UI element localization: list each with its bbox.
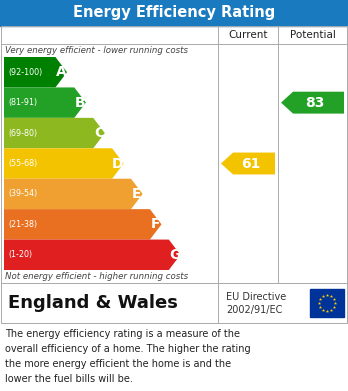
Text: E: E [132, 187, 142, 201]
Text: D: D [112, 156, 124, 170]
Text: (92-100): (92-100) [8, 68, 42, 77]
Text: Not energy efficient - higher running costs: Not energy efficient - higher running co… [5, 272, 188, 281]
Text: (55-68): (55-68) [8, 159, 37, 168]
Text: lower the fuel bills will be.: lower the fuel bills will be. [5, 374, 133, 384]
Polygon shape [4, 148, 124, 179]
Text: A: A [56, 65, 66, 79]
Text: (39-54): (39-54) [8, 189, 37, 198]
Text: Very energy efficient - lower running costs: Very energy efficient - lower running co… [5, 46, 188, 55]
Text: Current: Current [228, 30, 268, 40]
Text: 83: 83 [305, 96, 325, 109]
Text: (69-80): (69-80) [8, 129, 37, 138]
Bar [310, 289, 344, 317]
Text: (81-91): (81-91) [8, 98, 37, 107]
Polygon shape [4, 209, 161, 240]
Text: The energy efficiency rating is a measure of the overall efficiency of a home. T: The energy efficiency rating is a measur… [0, 390, 1, 391]
Text: 2002/91/EC: 2002/91/EC [226, 305, 282, 315]
Polygon shape [4, 57, 67, 88]
Polygon shape [4, 240, 180, 270]
Polygon shape [4, 179, 143, 209]
Text: B: B [75, 96, 85, 109]
Bar [1, 26, 347, 283]
Text: Potential: Potential [290, 30, 336, 40]
Text: C: C [94, 126, 104, 140]
Text: EU Directive: EU Directive [226, 292, 286, 302]
Bar [0, 0, 348, 26]
Polygon shape [4, 88, 86, 118]
Text: Energy Efficiency Rating: Energy Efficiency Rating [73, 5, 275, 20]
Polygon shape [221, 152, 275, 174]
Bar [1, 283, 347, 323]
Text: The energy efficiency rating is a measure of the: The energy efficiency rating is a measur… [5, 328, 240, 339]
Text: the more energy efficient the home is and the: the more energy efficient the home is an… [5, 359, 231, 369]
Text: (21-38): (21-38) [8, 220, 37, 229]
Text: G: G [169, 248, 180, 262]
Polygon shape [281, 91, 344, 114]
Text: F: F [151, 217, 160, 231]
Text: overall efficiency of a home. The higher the rating: overall efficiency of a home. The higher… [5, 344, 251, 354]
Text: England & Wales: England & Wales [8, 294, 178, 312]
Polygon shape [4, 118, 105, 148]
Text: 61: 61 [241, 156, 260, 170]
Text: (1-20): (1-20) [8, 250, 32, 259]
